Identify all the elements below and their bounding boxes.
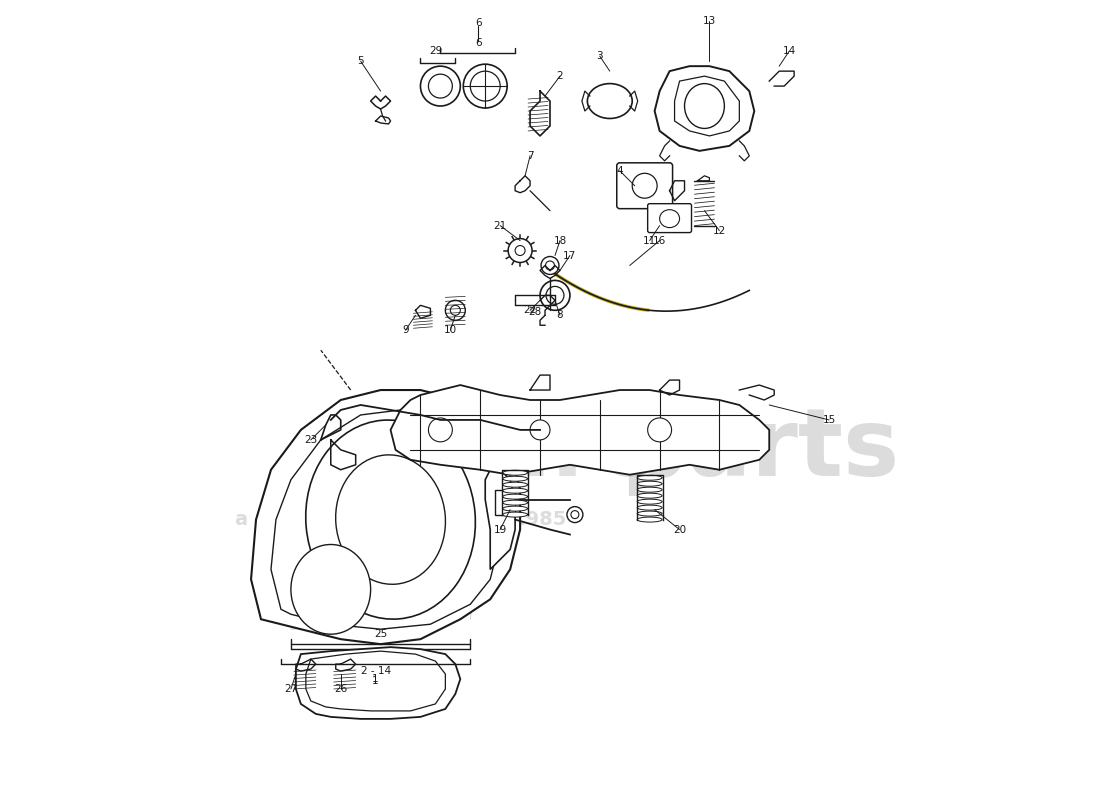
Circle shape: [508, 238, 532, 262]
Ellipse shape: [637, 517, 662, 522]
Text: 17: 17: [563, 250, 576, 261]
Polygon shape: [306, 651, 446, 711]
Text: 11: 11: [644, 235, 657, 246]
Circle shape: [530, 420, 550, 440]
Circle shape: [446, 300, 465, 320]
Text: 2: 2: [557, 71, 563, 81]
Ellipse shape: [637, 499, 662, 504]
Ellipse shape: [503, 506, 528, 511]
Text: 20: 20: [673, 525, 686, 534]
Text: 27: 27: [284, 684, 297, 694]
Ellipse shape: [306, 420, 475, 619]
Text: 3: 3: [596, 51, 603, 61]
Circle shape: [428, 74, 452, 98]
Text: 5: 5: [358, 56, 364, 66]
Text: 7: 7: [527, 151, 534, 161]
Text: 22: 22: [524, 306, 537, 315]
Circle shape: [648, 418, 672, 442]
Circle shape: [463, 64, 507, 108]
Text: 23: 23: [305, 435, 318, 445]
Circle shape: [471, 71, 501, 101]
Text: 9: 9: [403, 326, 409, 335]
Circle shape: [546, 286, 564, 304]
Text: 18: 18: [553, 235, 566, 246]
Ellipse shape: [637, 482, 662, 486]
Text: a passion for parts since 1985: a passion for parts since 1985: [234, 510, 566, 529]
Circle shape: [428, 418, 452, 442]
Ellipse shape: [637, 475, 662, 480]
Text: 19: 19: [494, 525, 507, 534]
Ellipse shape: [503, 482, 528, 487]
Ellipse shape: [503, 494, 528, 499]
Ellipse shape: [290, 545, 371, 634]
FancyBboxPatch shape: [495, 490, 515, 514]
Text: 16: 16: [653, 235, 667, 246]
Circle shape: [541, 257, 559, 274]
Text: 29: 29: [429, 46, 442, 56]
Ellipse shape: [503, 470, 528, 475]
Ellipse shape: [637, 505, 662, 510]
Ellipse shape: [587, 84, 632, 118]
Polygon shape: [390, 385, 769, 474]
Text: 13: 13: [703, 16, 716, 26]
Polygon shape: [296, 647, 460, 719]
Ellipse shape: [637, 487, 662, 492]
Text: 1: 1: [372, 674, 378, 684]
Polygon shape: [674, 76, 739, 136]
Polygon shape: [251, 390, 520, 644]
Text: parts: parts: [619, 404, 899, 496]
Text: 25: 25: [374, 629, 387, 639]
Text: 14: 14: [782, 46, 795, 56]
Circle shape: [420, 66, 460, 106]
Ellipse shape: [637, 511, 662, 516]
Text: 1: 1: [372, 676, 378, 686]
Circle shape: [540, 281, 570, 310]
Text: 12: 12: [713, 226, 726, 235]
FancyBboxPatch shape: [617, 163, 672, 209]
Ellipse shape: [637, 493, 662, 498]
Ellipse shape: [684, 84, 725, 129]
Ellipse shape: [503, 500, 528, 505]
Text: 28: 28: [528, 307, 541, 318]
Ellipse shape: [336, 455, 446, 584]
Ellipse shape: [503, 476, 528, 482]
Polygon shape: [654, 66, 755, 151]
Text: 15: 15: [823, 415, 836, 425]
Polygon shape: [271, 410, 501, 630]
Text: 21: 21: [494, 221, 507, 230]
Text: 10: 10: [443, 326, 456, 335]
Text: euro: euro: [420, 404, 663, 496]
Text: 4: 4: [616, 166, 623, 176]
Text: 8: 8: [557, 310, 563, 320]
Text: 6: 6: [475, 18, 482, 28]
Ellipse shape: [503, 512, 528, 517]
Polygon shape: [485, 470, 515, 570]
Ellipse shape: [660, 210, 680, 228]
Ellipse shape: [503, 488, 528, 493]
Text: 6: 6: [475, 38, 482, 48]
Ellipse shape: [632, 174, 657, 198]
Text: 2 - 14: 2 - 14: [361, 666, 390, 676]
FancyBboxPatch shape: [648, 204, 692, 233]
Text: 26: 26: [334, 684, 348, 694]
